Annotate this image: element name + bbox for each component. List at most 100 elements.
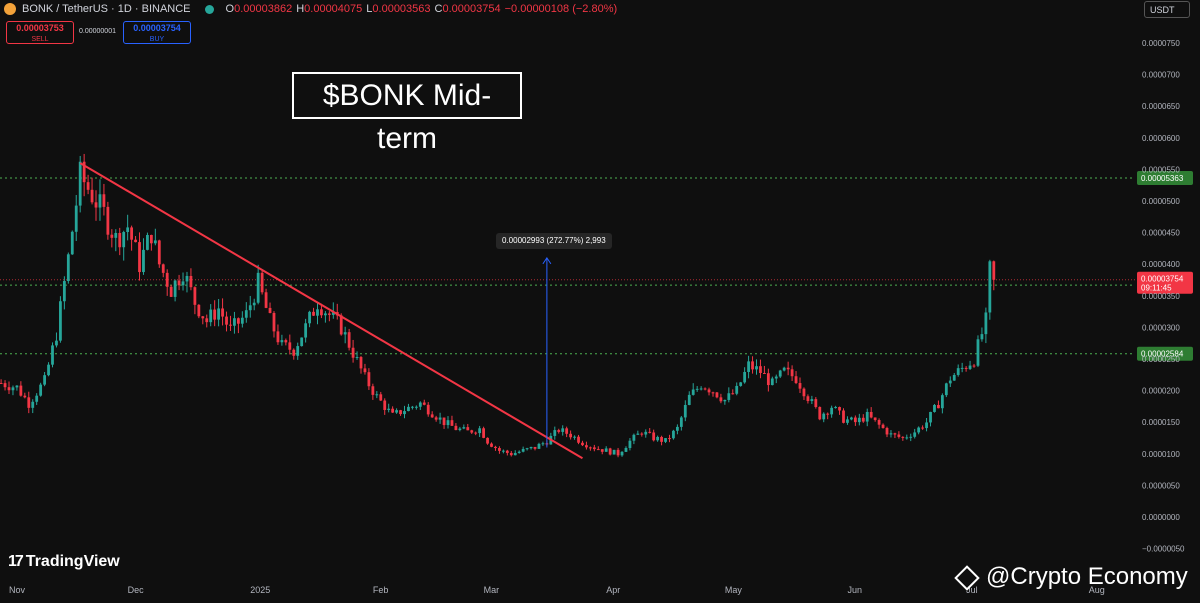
- y-tick-label: 0.0000150: [1142, 418, 1180, 427]
- candle: [446, 420, 450, 426]
- tradingview-logo[interactable]: 17 TradingView: [8, 553, 120, 571]
- candle: [375, 394, 379, 396]
- candle: [74, 205, 78, 232]
- ohlc-key: H: [296, 3, 305, 15]
- candle: [869, 411, 873, 418]
- descending-trendline[interactable]: [79, 162, 583, 460]
- candle: [640, 433, 644, 435]
- x-tick-label: Dec: [128, 585, 145, 595]
- candle: [541, 443, 545, 445]
- candle: [561, 428, 565, 432]
- candle: [798, 383, 802, 389]
- candle: [976, 339, 980, 366]
- candle: [371, 386, 375, 395]
- ohlc-value: 0.00003862: [234, 3, 293, 15]
- candle: [486, 437, 489, 444]
- y-tick-label: 0.0000350: [1142, 292, 1180, 301]
- chart-title: $BONK Mid-term: [292, 72, 522, 155]
- candle: [802, 388, 806, 397]
- candle: [300, 337, 304, 347]
- candle: [608, 448, 612, 455]
- candle: [636, 433, 640, 435]
- candle: [86, 182, 90, 190]
- candle: [312, 311, 315, 316]
- candle: [759, 366, 762, 373]
- y-tick-label: 0.0000000: [1142, 513, 1180, 522]
- y-tick-label: 0.0000600: [1142, 134, 1180, 143]
- candle: [786, 367, 790, 370]
- candle: [850, 417, 853, 420]
- candle: [956, 368, 960, 375]
- candle: [691, 389, 695, 395]
- candle: [280, 340, 284, 343]
- candle: [114, 232, 118, 238]
- candle: [600, 449, 604, 452]
- candle: [960, 367, 964, 369]
- candle: [699, 388, 703, 390]
- candle: [181, 281, 185, 286]
- x-tick-label: May: [725, 585, 743, 595]
- candle: [189, 275, 193, 288]
- candle: [596, 449, 600, 451]
- candle: [861, 417, 865, 422]
- candle: [846, 419, 849, 423]
- ohlc-value: 0.00004075: [304, 3, 363, 15]
- candle: [553, 430, 557, 436]
- candle: [252, 302, 256, 306]
- arrow-head-icon: [542, 256, 552, 265]
- chart-header: BONK / TetherUS · 1D · BINANCE O0.000038…: [4, 3, 621, 15]
- y-tick-label: 0.0000750: [1142, 39, 1180, 48]
- candle: [505, 450, 509, 453]
- candle: [948, 380, 952, 384]
- candle: [331, 312, 335, 315]
- y-tick-label: −0.0000050: [1142, 545, 1185, 554]
- candle: [573, 436, 576, 438]
- candle: [747, 361, 750, 372]
- ohlc-key: L: [366, 3, 373, 15]
- candle: [458, 428, 462, 431]
- candle: [288, 342, 292, 350]
- candle: [739, 382, 743, 386]
- candle: [668, 438, 671, 440]
- candle: [268, 307, 272, 313]
- sell-button[interactable]: 0.00003753 SELL: [6, 21, 74, 44]
- candle: [723, 399, 727, 402]
- binance-diamond-icon: [954, 564, 980, 591]
- candle: [838, 407, 841, 411]
- candle: [806, 396, 810, 402]
- candle: [763, 372, 766, 374]
- level-price-badge: [1137, 346, 1193, 361]
- candle: [442, 417, 446, 426]
- candle: [517, 451, 521, 453]
- symbol-title[interactable]: BONK / TetherUS · 1D · BINANCE: [22, 3, 191, 15]
- ohlc-key: O: [225, 3, 235, 15]
- tradingview-logo-text: TradingView: [25, 553, 120, 570]
- y-tick-label: 0.0000450: [1142, 229, 1180, 238]
- buy-price: 0.00003754: [133, 23, 181, 33]
- bonk-coin-icon: [4, 3, 16, 15]
- candle: [537, 443, 541, 449]
- candle: [260, 272, 264, 293]
- buy-button[interactable]: 0.00003754 BUY: [123, 21, 191, 44]
- candle: [217, 308, 221, 320]
- candle: [157, 240, 161, 265]
- currency-selector[interactable]: USDT: [1144, 1, 1190, 18]
- candle: [711, 392, 715, 394]
- x-tick-label: Jun: [847, 585, 862, 595]
- candle: [324, 313, 327, 316]
- candle: [897, 434, 901, 437]
- candle: [494, 446, 497, 449]
- x-tick-label: Apr: [606, 585, 620, 595]
- candle: [351, 347, 355, 358]
- ohlc-value: 0.00003563: [372, 3, 431, 15]
- candle: [588, 447, 592, 449]
- candle: [94, 202, 98, 208]
- candle: [229, 324, 232, 326]
- market-open-icon: [204, 4, 214, 14]
- candle: [628, 440, 632, 448]
- candle: [422, 402, 426, 405]
- candle: [454, 425, 458, 431]
- candle: [209, 309, 213, 323]
- candle: [379, 394, 383, 401]
